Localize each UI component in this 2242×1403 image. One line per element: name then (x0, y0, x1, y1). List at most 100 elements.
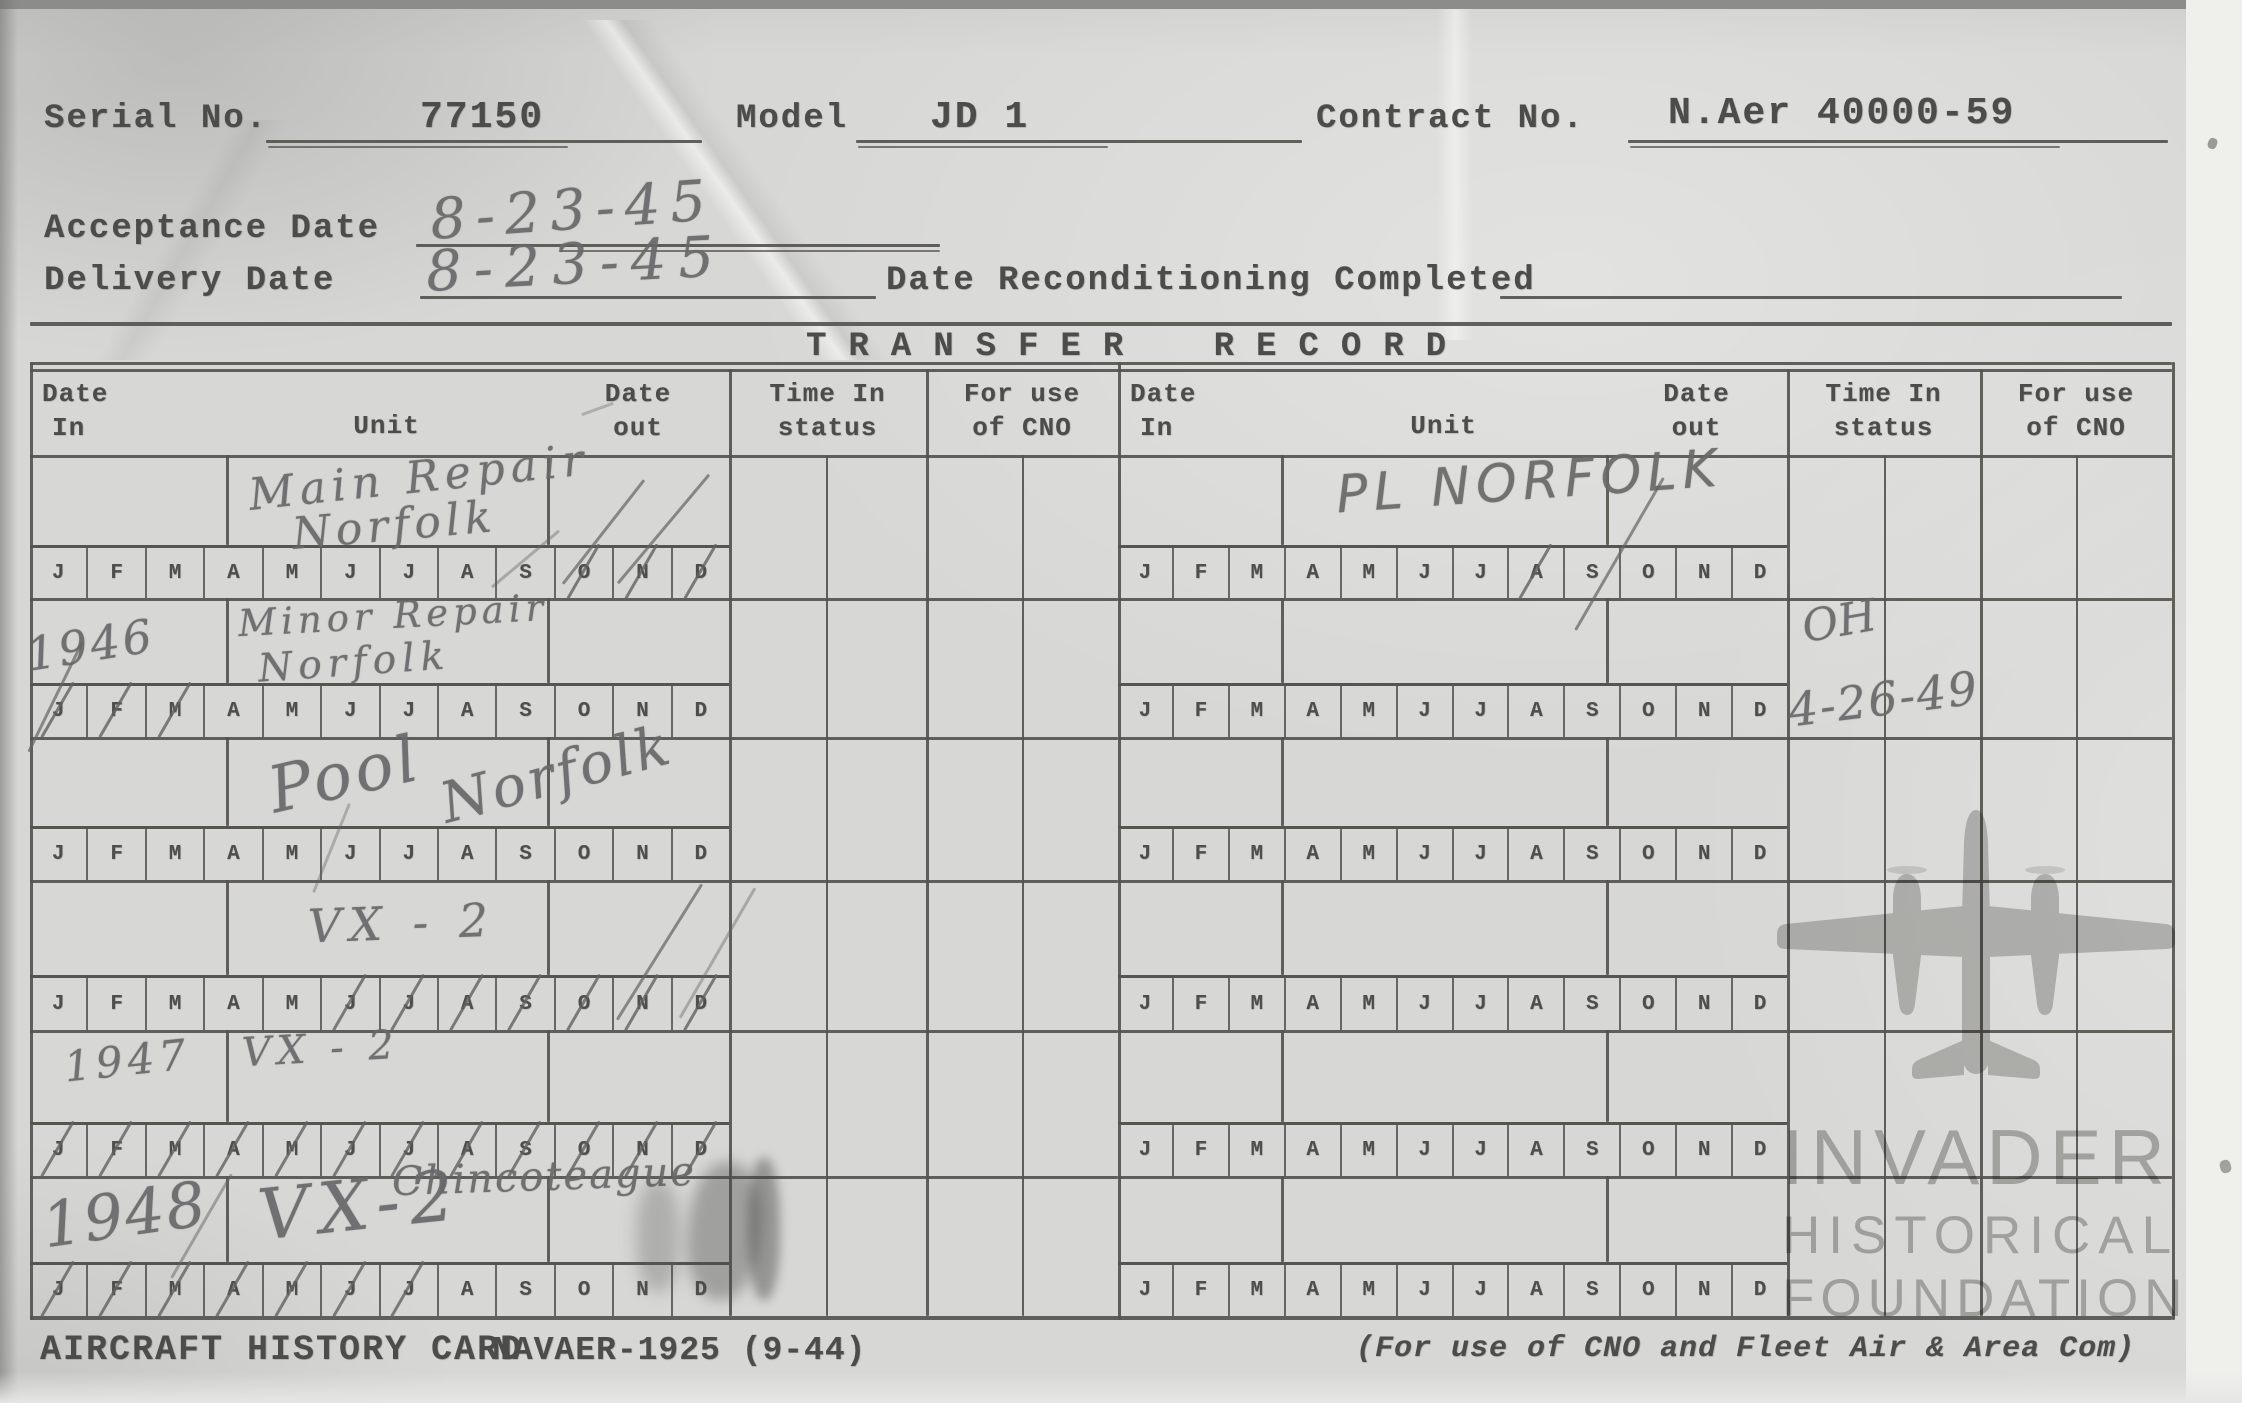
month-cell: M (1230, 1265, 1286, 1316)
month-cell: J (322, 1260, 381, 1318)
col-line (226, 880, 229, 975)
month-cell: M (147, 548, 206, 598)
col-line (226, 1030, 229, 1122)
month-cell: S (1565, 1125, 1622, 1176)
month-letter: M (285, 992, 299, 1016)
month-letter: D (1753, 700, 1767, 723)
month-letter: M (1362, 1279, 1375, 1302)
col-header-line: of CNO (972, 412, 1072, 443)
month-letter: F (1194, 700, 1208, 723)
month-strike-mark (273, 1260, 309, 1318)
month-letter: A (227, 700, 240, 723)
col-header-cno-right: For use of CNO (1980, 378, 2172, 446)
month-letter: A (227, 992, 240, 1016)
month-letter: J (1138, 561, 1152, 585)
reconditioning-label: Date Reconditioning Completed (886, 262, 1536, 300)
col-line (1606, 1176, 1609, 1262)
form-number: NAVAER-1925 (9-44) (492, 1332, 867, 1369)
month-letter: A (227, 561, 240, 585)
month-cell: S (497, 829, 556, 880)
month-letter: A (1306, 1279, 1320, 1302)
month-letter: M (1250, 1279, 1264, 1302)
month-letter: J (402, 700, 416, 723)
month-cell: J (322, 973, 381, 1032)
month-letter: J (1138, 992, 1152, 1016)
month-letter: O (1641, 1279, 1655, 1302)
graphite-smudge (748, 1158, 780, 1300)
month-letter: N (636, 561, 649, 585)
col-line (1980, 369, 1983, 1316)
col-header-date-out-left: Date out (547, 378, 729, 446)
scan-edge-right (2186, 0, 2242, 1403)
month-letter: N (636, 700, 649, 723)
month-cell: J (381, 548, 439, 598)
col-header-line: of CNO (2026, 412, 2126, 443)
month-cell: F (1174, 548, 1230, 598)
month-cell: N (614, 686, 673, 737)
month-cell: F (1174, 978, 1230, 1030)
serial-underline-2 (268, 146, 568, 148)
month-letter: A (227, 1139, 240, 1162)
month-cell: N (1677, 1125, 1734, 1176)
month-cell: J (1454, 548, 1510, 598)
col-header-line: In (1140, 412, 1174, 443)
month-strike-mark (448, 973, 484, 1032)
col-line (547, 598, 550, 683)
month-cell: O (1621, 686, 1678, 737)
col-header-line: status (777, 412, 878, 443)
month-cell: M (264, 829, 323, 880)
month-cell: J (322, 1120, 381, 1178)
col-header-unit-right: Unit (1410, 411, 1477, 441)
col-line (226, 598, 229, 683)
month-strike-mark (332, 973, 368, 1032)
month-letter: J (1418, 1139, 1431, 1162)
month-letter: D (1753, 1279, 1767, 1302)
month-cell: J (1118, 548, 1174, 598)
month-cell: J (381, 829, 439, 880)
subcol-line (1022, 455, 1024, 1316)
month-cell: O (1621, 978, 1678, 1030)
month-cell: S (1565, 686, 1622, 737)
col-line (729, 369, 732, 1316)
month-cell: A (1509, 829, 1566, 880)
month-cell: M (1230, 686, 1286, 737)
col-header-line: Time In (769, 379, 886, 409)
col-line (226, 737, 229, 826)
month-letter: F (110, 1139, 123, 1162)
month-letter: F (1194, 992, 1208, 1016)
month-letter: J (344, 843, 357, 866)
month-letter: F (1194, 843, 1208, 866)
year-entry-handwritten: 1947 (61, 1029, 194, 1092)
month-letter: O (1641, 700, 1655, 723)
contract-underline-2 (1630, 146, 2060, 148)
month-strike-mark (98, 1260, 134, 1318)
month-letter: A (1530, 843, 1543, 866)
month-cell: M (1342, 829, 1398, 880)
month-cell: M (264, 1120, 323, 1178)
month-cell: J (381, 1120, 439, 1178)
col-line (547, 737, 550, 826)
model-value: JD 1 (930, 96, 1030, 139)
month-strike-mark (683, 543, 718, 600)
row-border (30, 1176, 1118, 1179)
month-letter: J (344, 561, 357, 585)
month-cell: J (1118, 1265, 1174, 1316)
month-cell: A (439, 1120, 498, 1178)
unit-entry-handwritten: VX - 2 (307, 892, 497, 954)
month-letter: N (1697, 1279, 1711, 1302)
watermark-line-1: INVADER (1782, 1113, 2172, 1201)
month-letter: J (1474, 1139, 1487, 1162)
month-cell: J (381, 686, 439, 737)
month-letter: S (1586, 992, 1599, 1016)
contract-underline (1628, 140, 2168, 143)
year-entry-handwritten: 1946 (22, 608, 159, 682)
month-cell: J (1454, 829, 1510, 880)
month-cell: J (1454, 1125, 1510, 1176)
month-letter: A (1530, 561, 1543, 585)
month-letter: J (344, 700, 357, 723)
month-cell: J (1118, 1125, 1174, 1176)
